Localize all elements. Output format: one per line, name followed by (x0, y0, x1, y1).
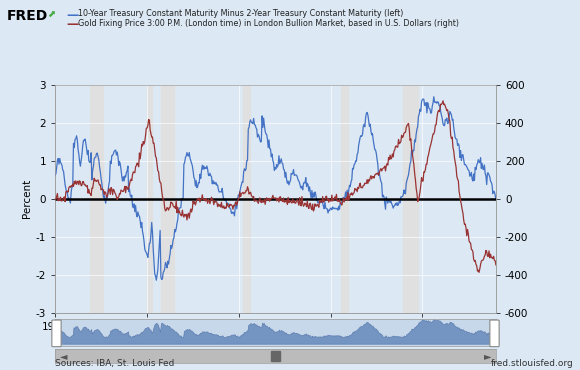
Text: ⬈: ⬈ (48, 9, 56, 19)
Bar (271, 352, 280, 361)
Y-axis label: Percent: Percent (21, 179, 31, 219)
Text: fred.stlouisfed.org: fred.stlouisfed.org (490, 359, 573, 368)
Text: ►: ► (484, 351, 491, 361)
Text: —: — (67, 18, 79, 31)
Bar (161, 85, 174, 313)
Text: 10-Year Treasury Constant Maturity Minus 2-Year Treasury Constant Maturity (left: 10-Year Treasury Constant Maturity Minus… (78, 9, 404, 18)
Text: ◄: ◄ (60, 351, 67, 361)
Bar (147, 85, 151, 313)
Bar (244, 85, 250, 313)
Bar (403, 85, 418, 313)
Text: FRED: FRED (7, 9, 48, 23)
Text: Gold Fixing Price 3:00 P.M. (London time) in London Bullion Market, based in U.S: Gold Fixing Price 3:00 P.M. (London time… (78, 18, 459, 27)
Text: Sources: IBA, St. Louis Fed: Sources: IBA, St. Louis Fed (55, 359, 175, 368)
Bar (342, 85, 348, 313)
Bar (89, 85, 103, 313)
Text: —: — (67, 9, 79, 21)
